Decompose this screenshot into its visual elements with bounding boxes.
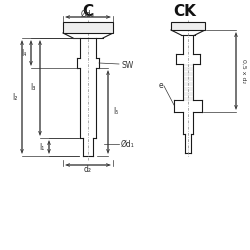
Text: CK: CK bbox=[174, 4, 197, 20]
Text: l₃: l₃ bbox=[30, 84, 36, 92]
Text: C: C bbox=[82, 4, 94, 20]
Text: Ød₃: Ød₃ bbox=[81, 10, 95, 18]
Text: l₅: l₅ bbox=[113, 108, 118, 116]
Polygon shape bbox=[63, 22, 113, 33]
Text: l₂: l₂ bbox=[12, 92, 18, 102]
Text: l₄: l₄ bbox=[22, 48, 27, 58]
Text: 0,5 x d₂: 0,5 x d₂ bbox=[242, 59, 246, 83]
Polygon shape bbox=[171, 22, 205, 30]
Text: l₁: l₁ bbox=[40, 142, 45, 152]
Text: Ød₁: Ød₁ bbox=[121, 140, 135, 148]
Text: e: e bbox=[158, 82, 163, 90]
Text: SW: SW bbox=[121, 60, 133, 70]
Text: d₂: d₂ bbox=[84, 166, 92, 174]
